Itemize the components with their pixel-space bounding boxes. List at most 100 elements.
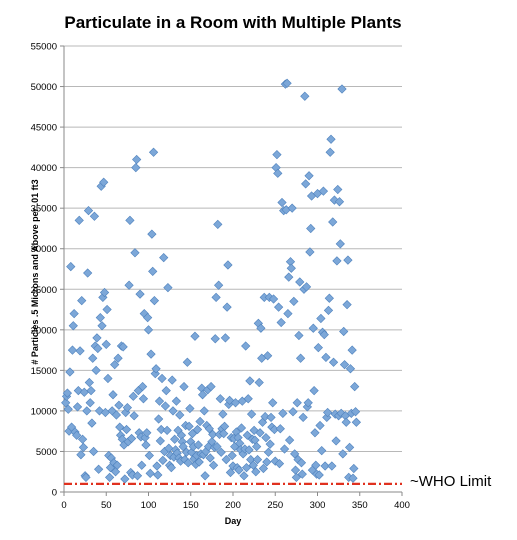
- data-point: [83, 268, 93, 278]
- data-point: [255, 428, 265, 438]
- data-point: [125, 215, 135, 225]
- data-point: [72, 402, 83, 412]
- data-point: [321, 352, 331, 363]
- data-point: [236, 423, 247, 433]
- data-point: [276, 317, 286, 328]
- data-point: [178, 441, 188, 452]
- data-point: [122, 403, 132, 413]
- y-tick-label: 45000: [31, 123, 57, 134]
- data-point: [290, 449, 300, 459]
- data-point: [350, 407, 361, 417]
- y-tick-label: 25000: [31, 285, 57, 296]
- data-point: [273, 168, 283, 178]
- data-point: [190, 331, 200, 341]
- data-point: [200, 471, 210, 481]
- data-point: [97, 321, 107, 331]
- data-point: [199, 406, 209, 416]
- data-point: [258, 463, 269, 474]
- data-point: [282, 78, 292, 88]
- data-point: [99, 287, 110, 298]
- data-point: [310, 428, 320, 438]
- data-point: [182, 357, 192, 367]
- data-point: [311, 460, 321, 470]
- data-point: [219, 421, 230, 431]
- data-point: [87, 418, 97, 428]
- data-point: [326, 134, 336, 144]
- data-point: [333, 184, 343, 195]
- data-point: [336, 408, 346, 418]
- x-tick-label: 100: [141, 500, 157, 511]
- data-point: [289, 296, 299, 307]
- data-point: [246, 409, 257, 419]
- x-axis-title: Day: [225, 516, 242, 526]
- data-point: [105, 472, 115, 483]
- x-tick-label: 50: [101, 500, 112, 511]
- x-tick-label: 0: [61, 500, 66, 511]
- data-point: [62, 388, 73, 398]
- data-point: [211, 292, 221, 303]
- data-point: [328, 357, 339, 367]
- data-point: [234, 465, 244, 475]
- data-point: [144, 450, 154, 461]
- data-point: [316, 313, 326, 324]
- data-point: [175, 410, 185, 420]
- data-point: [239, 471, 249, 481]
- data-point: [275, 424, 285, 434]
- data-point: [145, 468, 155, 478]
- data-point: [155, 436, 165, 446]
- data-point: [65, 367, 75, 377]
- data-point: [216, 447, 226, 457]
- data-point: [295, 353, 306, 363]
- data-point: [126, 433, 137, 444]
- data-point: [99, 177, 109, 187]
- y-tick-label: 10000: [31, 406, 57, 417]
- data-point: [268, 294, 279, 304]
- data-point: [304, 171, 314, 181]
- data-point: [157, 373, 167, 384]
- data-point: [339, 360, 350, 370]
- data-point: [113, 353, 123, 363]
- data-point: [83, 205, 94, 216]
- y-tick-label: 20000: [31, 325, 57, 336]
- data-point: [339, 326, 349, 337]
- data-point: [256, 323, 266, 333]
- chart-title: Particulate in a Room with Multiple Plan…: [64, 13, 401, 32]
- data-point: [124, 280, 134, 290]
- data-point: [214, 280, 224, 290]
- data-point: [284, 435, 295, 445]
- data-point: [103, 373, 113, 384]
- data-point: [101, 339, 111, 350]
- data-point: [283, 308, 293, 319]
- data-point: [143, 325, 154, 335]
- data-point: [286, 263, 296, 273]
- data-point: [221, 454, 231, 465]
- data-point: [278, 408, 288, 418]
- data-point: [115, 422, 125, 432]
- data-point: [183, 458, 193, 468]
- data-point: [150, 368, 160, 379]
- data-point: [218, 409, 228, 419]
- data-point: [76, 450, 86, 460]
- data-point: [342, 300, 352, 310]
- x-tick-labels: 0 50 100 150 200 250 300 350 400: [61, 500, 410, 511]
- data-point: [88, 353, 98, 363]
- data-point: [110, 467, 121, 477]
- data-point: [288, 407, 298, 417]
- data-point: [243, 394, 253, 404]
- data-point: [213, 219, 223, 230]
- data-point: [347, 345, 357, 355]
- data-point: [249, 425, 259, 435]
- data-point: [345, 364, 356, 374]
- data-point: [244, 445, 254, 455]
- who-limit-label: ~WHO Limit: [410, 473, 492, 490]
- x-tick-label: 250: [267, 500, 283, 511]
- y-tick-label: 30000: [31, 244, 57, 255]
- data-point: [102, 304, 112, 315]
- data-point: [95, 313, 105, 323]
- data-point: [135, 289, 145, 299]
- data-point: [168, 406, 178, 416]
- data-point: [120, 474, 130, 484]
- data-point: [251, 467, 261, 477]
- data-point: [263, 447, 274, 457]
- data-point: [208, 429, 218, 440]
